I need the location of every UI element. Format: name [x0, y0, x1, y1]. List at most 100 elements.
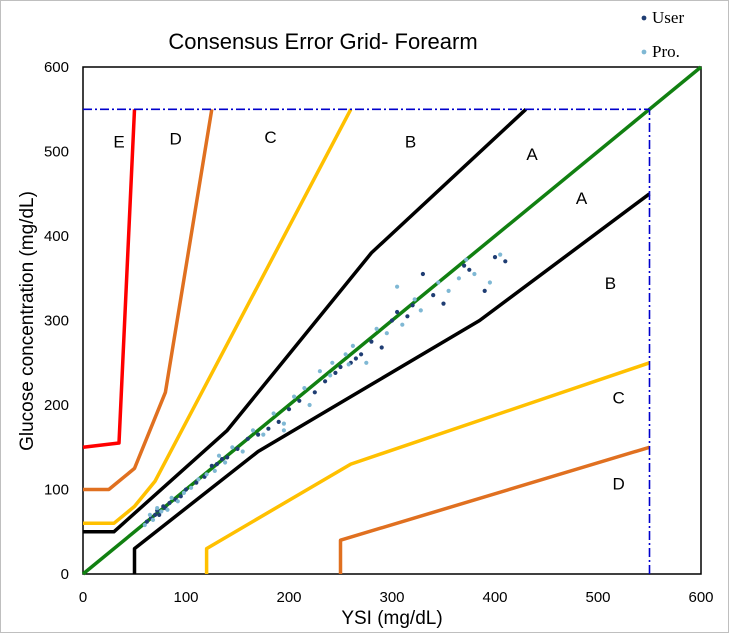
data-point-user: [492, 255, 498, 260]
data-point-user: [286, 407, 292, 412]
y-tick-label: 400: [44, 228, 69, 245]
y-tick-label: 300: [44, 313, 69, 330]
data-point-user: [359, 352, 364, 357]
y-tick-label: 200: [44, 397, 69, 414]
data-point-pro: [175, 499, 180, 504]
data-point-user: [462, 263, 467, 268]
data-point-user: [209, 463, 214, 468]
data-point-pro: [464, 257, 469, 262]
x-axis-label: YSI (mg/dL): [341, 608, 442, 629]
data-point-user: [245, 436, 250, 441]
x-tick-label: 400: [482, 589, 507, 606]
legend-marker: [641, 49, 647, 55]
zone-label-b: B: [605, 274, 616, 293]
data-point-user: [503, 259, 508, 264]
zone-line-b-c-upper: [83, 108, 353, 526]
data-point-pro: [292, 394, 297, 399]
zone-line-d-e-upper: [82, 109, 137, 450]
data-point-pro: [181, 490, 186, 495]
data-point-pro: [346, 362, 351, 367]
zone-line-a-b-lower: [132, 192, 651, 574]
data-point-user: [395, 309, 400, 315]
data-point-user: [214, 462, 219, 467]
data-point-pro: [230, 445, 235, 450]
data-point-pro: [169, 495, 174, 500]
y-tick-label: 600: [44, 59, 69, 76]
zone-label-e: E: [113, 132, 124, 151]
data-point-user: [338, 364, 343, 370]
data-point-pro: [196, 477, 201, 482]
data-point-pro: [307, 402, 312, 408]
data-point-pro: [418, 308, 423, 313]
legend-label: Pro.: [652, 42, 680, 61]
data-point-user: [323, 379, 328, 384]
data-point-pro: [472, 271, 477, 277]
zone-labels: E D C B A A B C D: [113, 128, 624, 493]
data-point-pro: [412, 297, 417, 302]
data-point-user: [256, 432, 261, 437]
data-point-pro: [374, 326, 379, 331]
data-point-pro: [240, 449, 245, 454]
data-point-user: [369, 339, 374, 344]
data-point-pro: [328, 373, 333, 378]
zone-label-c: C: [612, 388, 624, 407]
data-point-pro: [223, 460, 228, 465]
legend-label: User: [652, 8, 684, 27]
data-point-user: [225, 455, 230, 460]
data-point-pro: [155, 506, 160, 511]
data-point-pro: [165, 507, 170, 512]
data-point-pro: [364, 360, 369, 365]
data-point-user: [353, 356, 358, 361]
data-point-user: [431, 293, 436, 298]
data-point-pro: [350, 343, 355, 348]
data-point-user: [276, 419, 281, 424]
x-tick-label: 200: [276, 589, 301, 606]
data-point-pro: [204, 472, 209, 477]
data-point-user: [410, 303, 415, 308]
data-point-user: [482, 288, 487, 293]
data-point-user: [467, 267, 472, 272]
data-point-pro: [150, 517, 156, 523]
data-point-user: [235, 446, 240, 451]
data-point-user: [379, 345, 384, 350]
data-point-user: [194, 480, 199, 485]
y-axis-ticks: 0 100 200 300 400 500 600: [44, 59, 69, 583]
zone-line-c-d-upper: [83, 109, 214, 492]
x-axis-ticks: 0 100 200 300 400 500 600: [79, 589, 714, 606]
data-point-pro: [487, 280, 492, 285]
data-point-pro: [436, 280, 441, 285]
data-point-user: [167, 500, 172, 506]
data-point-user: [178, 494, 183, 499]
data-point-pro: [281, 428, 286, 433]
data-point-user: [441, 301, 446, 306]
y-tick-label: 100: [44, 482, 69, 499]
plot-area: [82, 66, 702, 575]
data-point-user: [420, 271, 425, 277]
data-points: [142, 252, 508, 528]
data-point-pro: [212, 468, 217, 473]
chart-title: Consensus Error Grid- Forearm: [168, 29, 477, 54]
data-point-user: [157, 512, 162, 517]
legend-marker: [641, 15, 647, 21]
data-point-pro: [343, 352, 348, 357]
zone-line-c-d-lower: [338, 445, 651, 574]
data-point-user: [333, 370, 338, 375]
data-point-pro: [271, 411, 276, 416]
zone-label-c: C: [264, 128, 276, 147]
data-point-pro: [250, 428, 256, 433]
x-tick-label: 600: [688, 589, 713, 606]
zone-label-d: D: [612, 475, 624, 494]
x-tick-label: 0: [79, 589, 87, 606]
data-point-pro: [302, 386, 307, 391]
data-point-pro: [261, 432, 266, 437]
data-point-user: [266, 426, 271, 431]
zone-line-b-c-lower: [204, 361, 651, 574]
x-tick-label: 100: [173, 589, 198, 606]
y-tick-label: 0: [61, 566, 69, 583]
y-tick-label: 500: [44, 144, 69, 161]
data-point-user: [153, 512, 158, 517]
data-point-pro: [317, 369, 322, 374]
y-axis-label: Glucose concentration (mg/dL): [17, 191, 38, 451]
